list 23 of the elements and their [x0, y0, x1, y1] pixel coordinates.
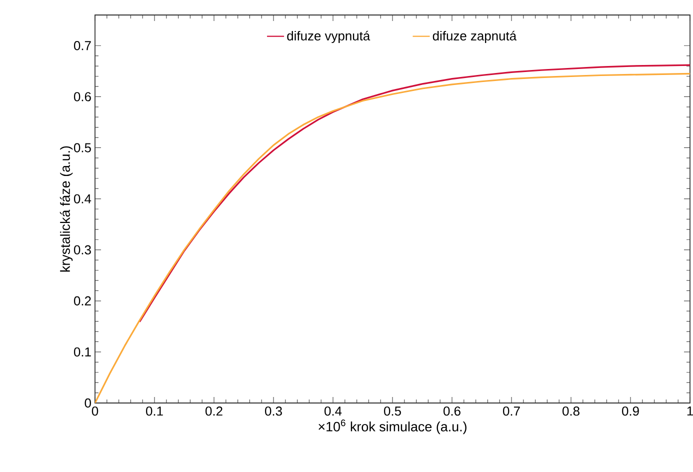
x-tick-label: 0.3	[265, 406, 282, 416]
x-tick-label: 0.1	[146, 406, 163, 416]
x-tick-label: 0.2	[206, 406, 222, 416]
y-axis-title: krystalická fáze (a.u.)	[60, 146, 73, 272]
x-tick-label: 0.5	[384, 406, 401, 416]
x-tick-label: 0.7	[503, 406, 520, 416]
y-tick-label: 0.4	[74, 194, 92, 204]
x-tick-label: 0.9	[622, 406, 639, 416]
y-tick-label: 0.5	[74, 143, 91, 152]
x-tick-label: 0.6	[444, 406, 460, 416]
y-tick-label: 0.1	[74, 347, 91, 357]
y-tick-label: 0.6	[74, 92, 91, 102]
y-tick-label: 0.7	[74, 41, 91, 50]
y-tick-label: 0.2	[74, 296, 91, 306]
x-tick-label: 0.8	[562, 406, 580, 416]
y-tick-label: 0.3	[74, 245, 91, 254]
x-tick-label: 0.4	[324, 406, 342, 416]
legend-label: difuze zapnutá	[432, 30, 517, 44]
x-tick-label: 0	[92, 406, 98, 416]
x-tick-label: 1	[687, 406, 693, 416]
y-tick-label: 0	[84, 398, 91, 408]
legend-label: difuze vypnutá	[287, 30, 370, 44]
x-axis-title: ×10$^{6}$ krok simulace (a.u.)	[318, 420, 466, 434]
